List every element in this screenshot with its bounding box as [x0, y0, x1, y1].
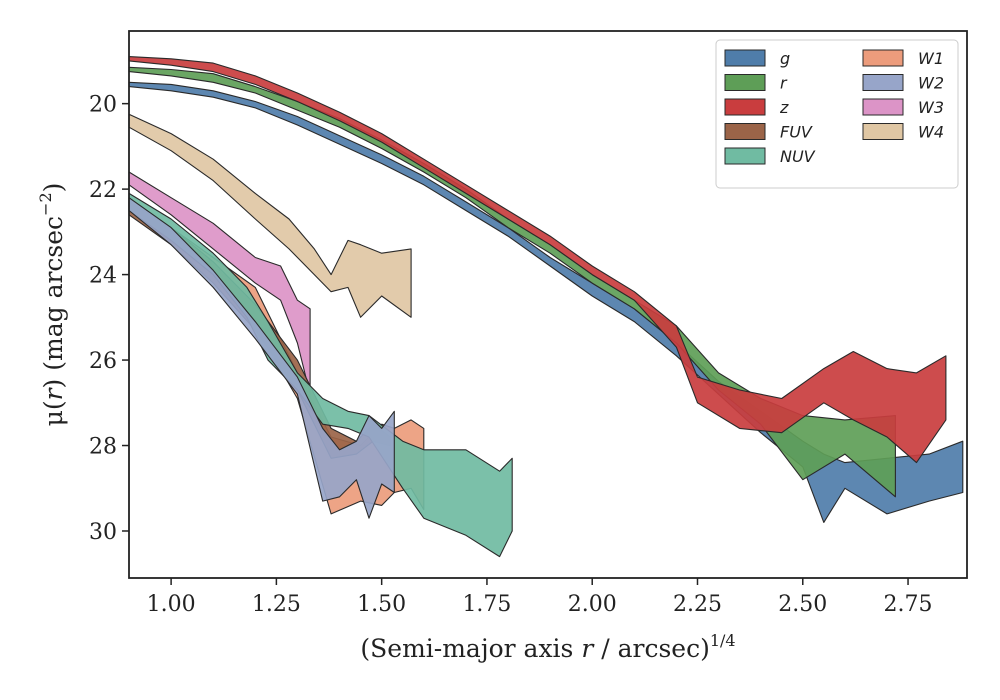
y-tick-label: 30 [89, 520, 117, 545]
bands-layer [128, 56, 964, 558]
legend-swatch-w3 [862, 98, 904, 116]
y-tick-label: 20 [89, 93, 117, 118]
legend-swatch-g [724, 49, 766, 67]
legend-swatch-w2 [862, 74, 904, 91]
legend-label-z: z [779, 98, 789, 117]
x-tick-label: 1.00 [147, 592, 196, 617]
x-tick-label: 1.75 [462, 592, 511, 617]
y-axis-label-part: μ( [39, 400, 68, 426]
x-tick-label: 2.75 [884, 592, 933, 617]
y-axis: 20 22 24 26 28 30 [89, 93, 129, 545]
x-axis-label-part: / arcsec) [593, 634, 710, 663]
x-tick-label: 1.50 [357, 592, 406, 617]
legend-swatch-z [724, 98, 766, 116]
y-tick-label: 22 [89, 178, 117, 203]
y-tick-label: 26 [89, 349, 117, 374]
x-axis-label-exponent: 1/4 [710, 631, 736, 650]
legend: grz FUV NUV W1 W2 W3 W4 [715, 39, 959, 189]
band-w4 [128, 113, 412, 318]
legend-swatch-w4 [862, 123, 904, 140]
x-tick-label: 2.00 [568, 592, 617, 617]
legend-label-w1: W1 [918, 49, 944, 68]
legend-label-r: r [780, 74, 788, 93]
y-tick-label: 24 [89, 264, 117, 289]
x-axis-label: (Semi-major axis r / arcsec)1/4 [360, 631, 735, 663]
legend-label-w4: W4 [918, 123, 944, 142]
x-axis: 1.00 1.25 1.50 1.75 2.00 2.25 2.50 2.75 [147, 578, 933, 617]
legend-swatch-w1 [862, 49, 904, 67]
y-axis-label-part: ) [39, 183, 68, 193]
legend-label-g: g [780, 49, 790, 68]
band-z [128, 56, 947, 464]
legend-swatch-r [724, 74, 766, 91]
plot-frame [128, 30, 968, 579]
y-axis-label: μ(r) (mag arcsec−2) [36, 183, 68, 427]
legend-label-fuv: FUV [780, 123, 813, 142]
y-axis-label-exponent: −2 [36, 192, 55, 216]
y-axis-label-var: r [39, 386, 68, 400]
x-tick-label: 2.50 [778, 592, 827, 617]
x-tick-label: 1.25 [252, 592, 301, 617]
legend-swatch-nuv [724, 147, 766, 165]
x-tick-label: 2.25 [673, 592, 722, 617]
legend-swatch-fuv [724, 123, 766, 140]
y-axis-label-part: ) (mag arcsec [39, 216, 68, 389]
legend-label-nuv: NUV [780, 147, 816, 166]
x-axis-label-part: (Semi-major axis [360, 634, 581, 663]
x-axis-label-var: r [581, 634, 595, 663]
legend-label-w3: W3 [918, 98, 944, 117]
legend-label-w2: W2 [918, 74, 944, 93]
band-w2 [128, 197, 395, 519]
y-tick-label: 28 [89, 435, 117, 460]
